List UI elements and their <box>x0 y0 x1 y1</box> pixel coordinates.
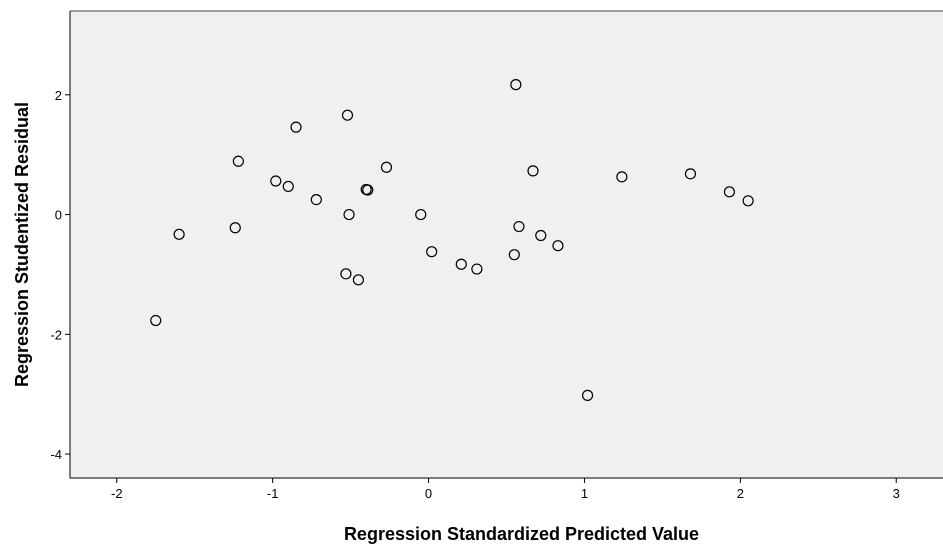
data-point <box>426 246 438 258</box>
x-tick-label: -2 <box>111 486 123 501</box>
data-point <box>343 208 355 221</box>
data-point <box>471 263 483 275</box>
data-point <box>282 180 294 193</box>
data-point <box>552 240 564 252</box>
data-point <box>581 389 594 401</box>
data-point <box>684 168 697 180</box>
x-tick-label: 0 <box>425 486 432 501</box>
data-point <box>340 268 352 280</box>
data-point <box>508 249 520 261</box>
data-point <box>352 274 365 286</box>
x-tick-label: -1 <box>267 486 279 501</box>
plot-area <box>70 11 943 478</box>
data-point <box>150 314 162 327</box>
y-axis-title: Regression Studentized Residual <box>12 102 32 387</box>
y-tick-label: -2 <box>50 327 62 342</box>
data-point <box>232 155 244 167</box>
ticks-layer: -2 -1 0 1 2 3 -4 -2 0 2 <box>50 88 899 501</box>
data-point <box>535 229 547 242</box>
y-tick-label: 0 <box>55 208 62 223</box>
data-point <box>455 258 467 270</box>
x-tick-label: 1 <box>581 486 588 501</box>
data-point <box>513 220 525 233</box>
points-layer <box>150 79 754 401</box>
data-point <box>229 222 241 234</box>
data-point <box>290 121 302 133</box>
x-tick-label: 2 <box>737 486 744 501</box>
data-point <box>527 165 539 177</box>
data-point <box>341 109 354 121</box>
data-point <box>362 184 374 196</box>
data-point <box>415 208 427 221</box>
y-tick-label: 2 <box>55 88 62 103</box>
data-point <box>270 175 282 187</box>
data-point <box>310 193 322 206</box>
x-tick-label: 3 <box>893 486 900 501</box>
x-axis-title: Regression Standardized Predicted Value <box>344 524 699 544</box>
data-point <box>380 161 393 173</box>
y-tick-label: -4 <box>50 447 62 462</box>
data-point <box>742 195 754 207</box>
data-point <box>723 186 736 198</box>
data-point <box>173 228 185 240</box>
data-point <box>510 79 522 91</box>
data-point <box>616 171 628 183</box>
